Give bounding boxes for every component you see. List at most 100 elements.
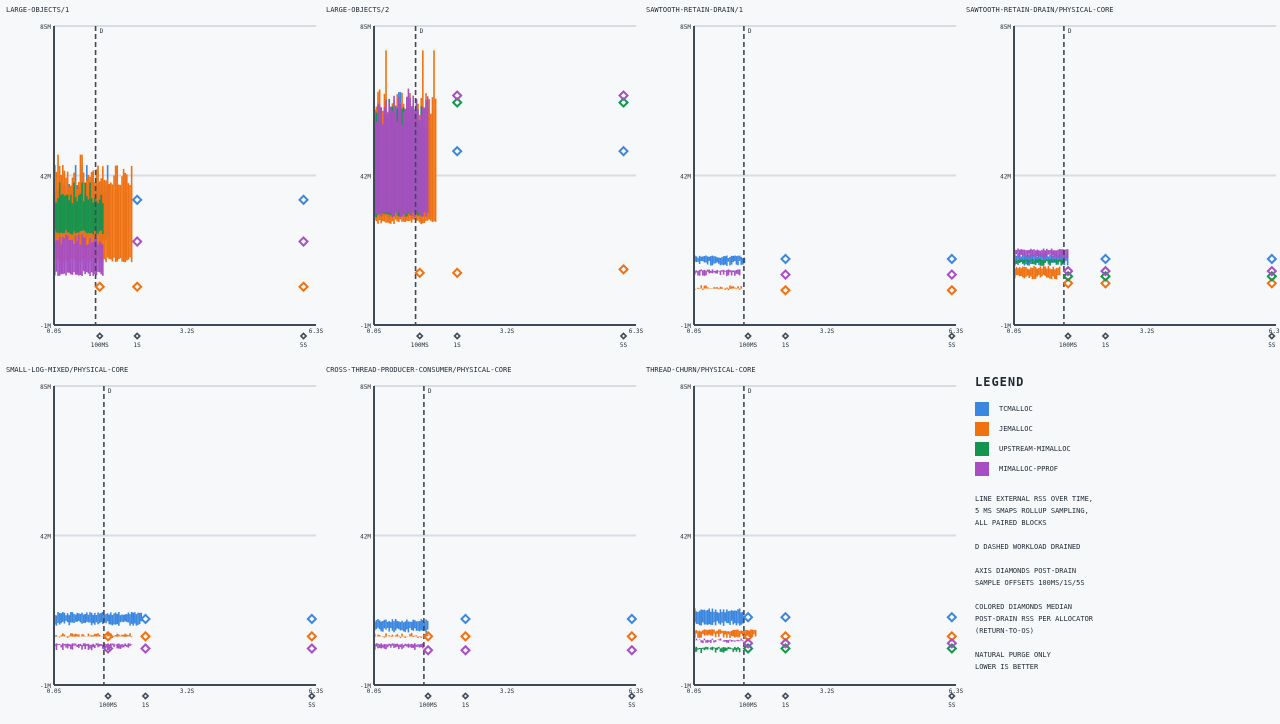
- offset-label: 5S: [300, 342, 308, 349]
- y-tick-label: 42M: [680, 174, 691, 181]
- x-tick-label: 0.0S: [47, 328, 62, 335]
- drain-label: D: [748, 388, 752, 395]
- series-mimalloc-pprof: [54, 234, 104, 277]
- median-diamond-mimalloc-pprof: [1100, 265, 1111, 277]
- x-tick-label: 6.3S: [629, 688, 644, 695]
- median-diamond-jemalloc: [1062, 277, 1074, 289]
- chart-panel: CROSS-THREAD-PRODUCER-CONSUMER/PHYSICAL-…: [326, 366, 644, 709]
- offset-label: 100MS: [1059, 342, 1077, 349]
- offset-label: 1S: [782, 342, 790, 349]
- drain-label: D: [100, 28, 104, 35]
- median-diamond-mimalloc-pprof: [131, 236, 143, 247]
- legend-item-mimalloc-pprof: MIMALLOC-PPROF: [975, 459, 1275, 479]
- median-diamond-mimalloc-pprof: [780, 269, 791, 281]
- x-tick-label: 3.2S: [500, 328, 515, 335]
- median-diamond-mimalloc-pprof: [102, 643, 114, 654]
- offset-diamond: [453, 332, 461, 340]
- chart-panel: SAWTOOTH-RETAIN-DRAIN/PHYSICAL-CORE 85M 42…: [966, 6, 1280, 349]
- median-diamond-jemalloc: [140, 630, 151, 642]
- median-diamond-tcmalloc: [618, 145, 629, 157]
- note-axis-diamonds: AXIS DIAMONDS POST-DRAIN SAMPLE OFFSETS …: [975, 567, 1085, 587]
- offset-diamond: [1101, 332, 1110, 340]
- median-diamond-tcmalloc: [298, 194, 309, 206]
- y-tick-label: -1M: [680, 323, 691, 330]
- x-tick-label: 0.0S: [367, 328, 382, 335]
- y-tick-label: 85M: [680, 384, 691, 391]
- offset-diamond: [744, 692, 752, 700]
- chart-title: SAWTOOTH-RETAIN-DRAIN/1: [646, 6, 743, 14]
- y-tick-label: 85M: [680, 24, 691, 31]
- median-diamond-upstream-mimalloc: [451, 97, 463, 108]
- legend-notes: LINE EXTERNAL RSS OVER TIME, 5 MS SMAPS …: [975, 493, 1275, 673]
- offset-diamond: [1268, 332, 1276, 340]
- legend-label-upstream-mimalloc: UPSTREAM-MIMALLOC: [999, 445, 1071, 453]
- median-diamond-tcmalloc: [451, 145, 463, 157]
- x-tick-label: 0.0S: [687, 688, 702, 695]
- offset-label: 1S: [134, 342, 142, 349]
- median-diamond-tcmalloc: [780, 611, 791, 623]
- median-diamond-mimalloc-pprof: [451, 90, 463, 101]
- y-tick-label: 42M: [1000, 174, 1011, 181]
- median-diamond-jemalloc: [131, 281, 143, 293]
- median-diamond-jemalloc: [306, 630, 318, 642]
- median-diamond-jemalloc: [298, 281, 309, 293]
- offset-label: 100MS: [91, 342, 109, 349]
- y-tick-label: -1M: [40, 323, 51, 330]
- offset-label: 100MS: [739, 702, 757, 709]
- x-tick-label: 3.2S: [820, 688, 835, 695]
- median-diamond-tcmalloc: [460, 613, 471, 625]
- y-tick-label: -1M: [680, 683, 691, 690]
- offset-diamond: [461, 692, 470, 700]
- y-tick-label: 42M: [360, 174, 371, 181]
- jemalloc-swatch: [975, 422, 989, 436]
- offset-diamond: [628, 692, 636, 700]
- series-tcmalloc: [694, 255, 746, 266]
- series-jemalloc: [694, 285, 744, 291]
- offset-label: 100MS: [99, 702, 117, 709]
- y-tick-label: 42M: [360, 534, 371, 541]
- median-diamond-mimalloc-pprof: [1062, 265, 1074, 277]
- offset-label: 1S: [142, 702, 150, 709]
- median-diamond-tcmalloc: [306, 613, 318, 625]
- series-tcmalloc: [54, 611, 143, 626]
- median-diamond-mimalloc-pprof: [946, 269, 958, 281]
- offset-label: 100MS: [739, 342, 757, 349]
- x-tick-label: 0.0S: [1007, 328, 1022, 335]
- series-mimalloc-pprof: [1014, 248, 1069, 259]
- x-tick-label: 3.2S: [180, 688, 195, 695]
- drain-label: D: [748, 28, 752, 35]
- chart-panel: SAWTOOTH-RETAIN-DRAIN/1 85M 42M -1M0.0S 3.2S…: [646, 6, 964, 349]
- median-diamond-upstream-mimalloc: [1266, 270, 1278, 282]
- offset-label: 1S: [454, 342, 462, 349]
- offset-label: 5S: [948, 342, 956, 349]
- median-diamond-jemalloc: [102, 630, 114, 642]
- median-diamond-jemalloc: [1266, 277, 1278, 289]
- offset-diamond: [299, 332, 308, 340]
- drain-label: D: [420, 28, 424, 35]
- offset-label: 5S: [308, 702, 316, 709]
- legend-label-tcmalloc: TCMALLOC: [999, 405, 1033, 413]
- median-diamond-tcmalloc: [946, 253, 958, 265]
- median-diamond-tcmalloc: [1100, 253, 1111, 265]
- series-upstream-mimalloc: [694, 646, 741, 654]
- note-natural-purge: NATURAL PURGE ONLY LOWER IS BETTER: [975, 651, 1051, 671]
- median-diamond-tcmalloc: [742, 611, 754, 623]
- series-mimalloc-pprof: [694, 269, 741, 277]
- x-tick-label: 0.0S: [47, 688, 62, 695]
- median-diamond-jemalloc: [946, 284, 958, 296]
- x-tick-label: 6.3S: [1269, 328, 1280, 335]
- median-diamond-upstream-mimalloc: [618, 97, 629, 108]
- median-diamond-jemalloc: [94, 281, 106, 293]
- legend-items: TCMALLOC JEMALLOC UPSTREAM-MIMALLOC MIMA…: [975, 399, 1275, 479]
- median-diamond-tcmalloc: [131, 194, 143, 206]
- y-tick-label: 85M: [40, 24, 51, 31]
- median-diamond-mimalloc-pprof: [618, 90, 629, 101]
- offset-label: 1S: [782, 702, 790, 709]
- median-diamond-jemalloc: [422, 630, 434, 642]
- chart-title: LARGE-OBJECTS/2: [326, 6, 389, 14]
- median-diamond-upstream-mimalloc: [1100, 270, 1111, 282]
- median-diamond-mimalloc-pprof: [460, 644, 471, 656]
- y-tick-label: -1M: [360, 683, 371, 690]
- y-tick-label: -1M: [1000, 323, 1011, 330]
